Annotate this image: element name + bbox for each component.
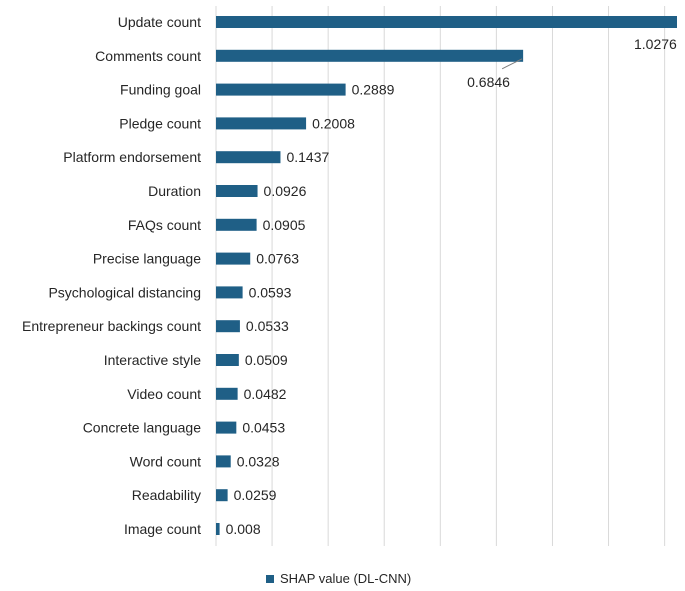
bar-series bbox=[216, 16, 677, 535]
category-label: Precise language bbox=[93, 251, 201, 267]
category-labels: Update count Comments count Funding goal Pl… bbox=[22, 14, 201, 537]
value-labels: 1.0276 0.6846 0.2889 0.2008 0.1437 0.0926 0.09… bbox=[226, 36, 677, 537]
bar[interactable] bbox=[216, 83, 346, 96]
bar[interactable] bbox=[216, 185, 258, 197]
bar[interactable] bbox=[216, 49, 524, 62]
bar[interactable] bbox=[216, 252, 251, 265]
bar[interactable] bbox=[216, 218, 257, 231]
value-label: 0.008 bbox=[226, 521, 261, 537]
value-label: 0.0328 bbox=[237, 453, 280, 469]
leader-line bbox=[501, 58, 523, 70]
value-label: 0.0905 bbox=[263, 217, 306, 233]
value-label: 0.0926 bbox=[264, 183, 307, 199]
gridlines bbox=[215, 6, 666, 546]
value-label: 0.6846 bbox=[467, 74, 510, 90]
legend-swatch bbox=[266, 574, 274, 583]
value-label: 0.0763 bbox=[256, 251, 299, 267]
bar[interactable] bbox=[216, 286, 243, 299]
bar[interactable] bbox=[216, 16, 677, 28]
category-label: Funding goal bbox=[120, 82, 201, 98]
category-label: Platform endorsement bbox=[63, 149, 201, 165]
category-label: Readability bbox=[132, 487, 201, 503]
bar[interactable] bbox=[216, 421, 237, 434]
bar[interactable] bbox=[216, 489, 228, 502]
value-label: 0.0509 bbox=[245, 352, 288, 368]
category-label: Comments count bbox=[95, 48, 201, 64]
bar[interactable] bbox=[216, 320, 240, 333]
category-label: Word count bbox=[130, 453, 201, 469]
bar[interactable] bbox=[216, 523, 220, 535]
bar[interactable] bbox=[216, 455, 231, 468]
category-label: Psychological distancing bbox=[48, 284, 201, 300]
value-label: 0.0533 bbox=[246, 318, 289, 334]
value-label: 0.0453 bbox=[242, 420, 285, 436]
category-label: Image count bbox=[124, 521, 201, 537]
category-label: Entrepreneur backings count bbox=[22, 318, 201, 334]
value-label: 1.0276 bbox=[634, 36, 677, 52]
value-label: 0.1437 bbox=[286, 149, 329, 165]
category-label: Update count bbox=[118, 14, 201, 30]
value-label: 0.2008 bbox=[312, 115, 355, 131]
category-label: Duration bbox=[148, 183, 201, 199]
category-label: FAQs count bbox=[128, 217, 201, 233]
category-label: Concrete language bbox=[83, 420, 202, 436]
value-label: 0.2889 bbox=[352, 82, 395, 98]
category-label: Pledge count bbox=[119, 115, 201, 131]
bar[interactable] bbox=[216, 387, 238, 400]
legend[interactable]: SHAP value (DL-CNN) bbox=[266, 571, 411, 586]
shap-bar-chart: Update count Comments count Funding goal Pl… bbox=[22, 6, 677, 546]
bar[interactable] bbox=[216, 117, 307, 130]
bar[interactable] bbox=[216, 151, 281, 164]
value-label: 0.0259 bbox=[234, 487, 277, 503]
category-label: Interactive style bbox=[104, 352, 201, 368]
legend-label: SHAP value (DL-CNN) bbox=[280, 571, 412, 586]
bar[interactable] bbox=[216, 354, 239, 366]
value-label: 0.0482 bbox=[244, 386, 287, 402]
value-label: 0.0593 bbox=[249, 284, 292, 300]
category-label: Video count bbox=[127, 386, 201, 402]
